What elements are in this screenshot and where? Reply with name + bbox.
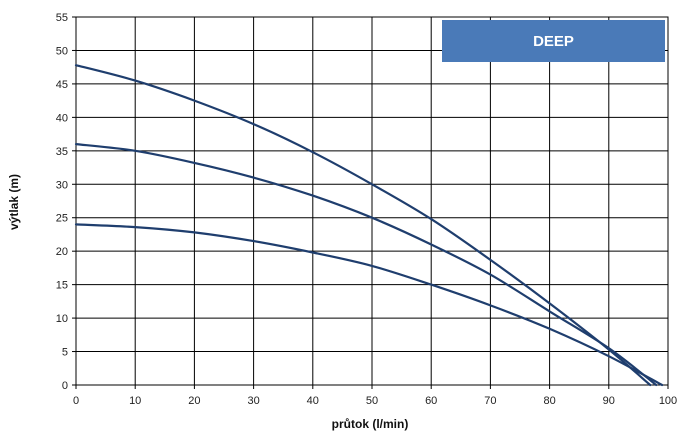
y-tick-label: 5 [62,347,68,359]
y-tick-label: 15 [56,280,68,292]
x-tick-label: 20 [188,395,200,407]
y-axis-title: výtlak (m) [7,174,21,230]
y-tick-label: 45 [56,79,68,91]
y-tick-label: 25 [56,213,68,225]
y-tick-label: 50 [56,45,68,57]
y-tick-label: 55 [56,12,68,24]
x-tick-label: 100 [659,395,677,407]
y-tick-label: 0 [62,380,68,392]
pump-curve-2 [74,143,658,387]
x-tick-label: 0 [73,395,79,407]
x-tick-label: 60 [425,395,437,407]
x-tick-label: 50 [366,395,378,407]
y-tick-label: 40 [56,112,68,124]
y-axis-ticks: 0 5 10 15 20 25 30 35 40 45 50 55 [56,12,68,392]
deep-badge-label: DEEP [533,33,574,50]
x-axis-title: průtok (l/min) [332,417,409,431]
y-tick-label: 35 [56,146,68,158]
plot-frame [75,16,669,386]
grid [72,16,669,389]
performance-curves [74,64,664,387]
y-tick-label: 20 [56,246,68,258]
x-tick-label: 40 [307,395,319,407]
pump-curve-3 [74,223,664,387]
deep-badge-box [442,20,665,62]
pump-curve-1 [74,64,652,387]
x-tick-label: 30 [247,395,259,407]
x-tick-label: 10 [129,395,141,407]
deep-badge: DEEP [442,20,665,62]
x-axis-ticks: 0 10 20 30 40 50 60 70 80 90 100 [73,395,677,407]
x-tick-label: 90 [603,395,615,407]
x-tick-label: 70 [484,395,496,407]
y-tick-label: 30 [56,179,68,191]
y-tick-label: 10 [56,313,68,325]
x-tick-label: 80 [543,395,555,407]
